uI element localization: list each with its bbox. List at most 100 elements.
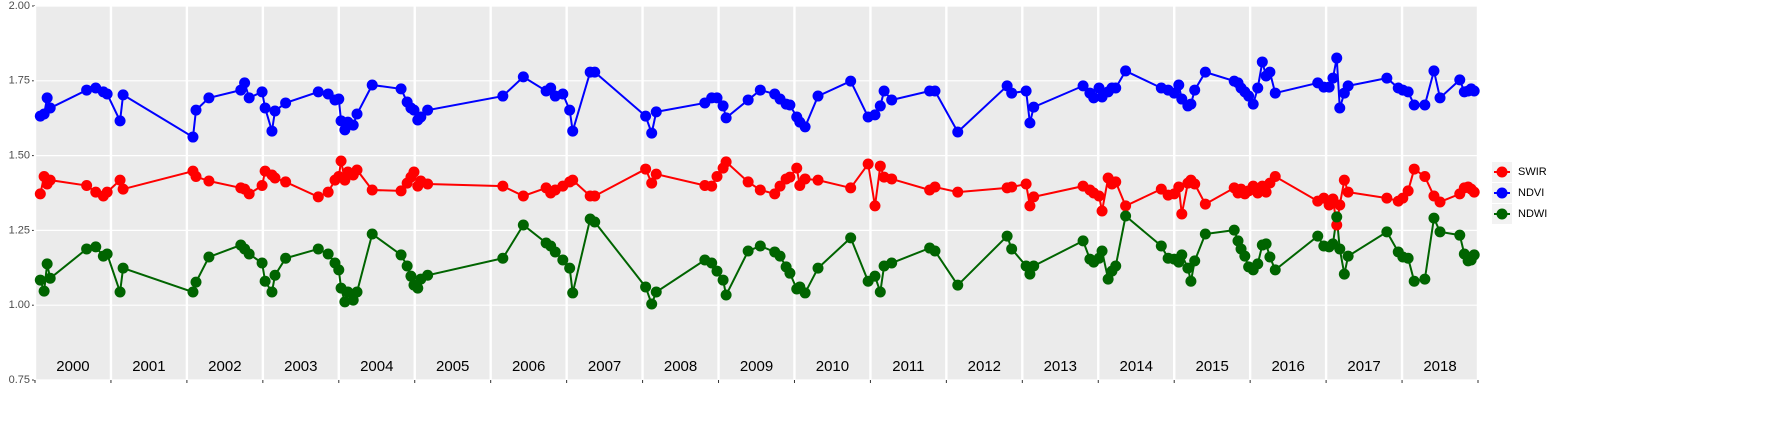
data-point bbox=[742, 176, 754, 188]
data-point bbox=[589, 216, 601, 228]
data-point bbox=[517, 71, 529, 83]
data-point bbox=[1381, 192, 1393, 204]
legend-label: NDWI bbox=[1518, 208, 1547, 220]
data-point bbox=[351, 164, 363, 176]
data-point bbox=[266, 125, 278, 137]
data-point bbox=[845, 75, 857, 87]
data-point bbox=[203, 175, 215, 187]
data-point bbox=[1334, 243, 1346, 255]
data-point bbox=[408, 166, 420, 178]
data-point bbox=[1260, 186, 1272, 198]
data-point bbox=[1323, 81, 1335, 93]
data-point bbox=[717, 274, 729, 286]
data-point bbox=[1173, 181, 1185, 193]
data-point bbox=[1176, 249, 1188, 261]
data-point bbox=[335, 155, 347, 167]
data-point bbox=[1228, 224, 1240, 236]
data-point bbox=[929, 245, 941, 257]
data-point bbox=[243, 248, 255, 260]
data-point bbox=[269, 105, 281, 117]
data-point bbox=[256, 86, 268, 98]
data-point bbox=[1020, 85, 1032, 97]
data-point bbox=[114, 286, 126, 298]
data-point bbox=[545, 82, 557, 94]
data-point bbox=[874, 286, 886, 298]
data-point bbox=[269, 269, 281, 281]
data-point bbox=[1334, 102, 1346, 114]
data-point bbox=[101, 248, 113, 260]
data-point bbox=[366, 228, 378, 240]
data-point bbox=[259, 275, 271, 287]
data-point bbox=[1182, 262, 1194, 274]
data-point bbox=[81, 84, 93, 96]
data-point bbox=[401, 260, 413, 272]
data-point bbox=[1342, 186, 1354, 198]
data-point bbox=[351, 286, 363, 298]
data-point bbox=[791, 162, 803, 174]
data-point bbox=[1093, 190, 1105, 202]
x-tick-label: 2004 bbox=[360, 358, 393, 375]
data-point bbox=[203, 92, 215, 104]
data-point bbox=[784, 171, 796, 183]
data-point bbox=[1252, 258, 1264, 270]
data-point bbox=[1199, 198, 1211, 210]
y-tick-label: 1.75 bbox=[9, 75, 30, 87]
data-point bbox=[256, 257, 268, 269]
data-point bbox=[557, 88, 569, 100]
data-point bbox=[874, 100, 886, 112]
x-tick-label: 2014 bbox=[1120, 358, 1153, 375]
legend-label: SWIR bbox=[1518, 166, 1547, 178]
data-point bbox=[117, 89, 129, 101]
y-tick-label: 1.00 bbox=[9, 299, 30, 311]
data-point bbox=[1006, 87, 1018, 99]
data-point bbox=[720, 112, 732, 124]
data-point bbox=[1110, 82, 1122, 94]
data-point bbox=[589, 190, 601, 202]
data-point bbox=[886, 94, 898, 106]
x-tick-label: 2016 bbox=[1271, 358, 1304, 375]
data-point bbox=[117, 183, 129, 195]
data-point bbox=[517, 219, 529, 231]
data-point bbox=[405, 270, 417, 282]
data-point bbox=[1189, 84, 1201, 96]
data-point bbox=[1342, 80, 1354, 92]
data-point bbox=[1120, 210, 1132, 222]
data-point bbox=[422, 178, 434, 190]
data-point bbox=[640, 281, 652, 293]
data-point bbox=[187, 131, 199, 143]
data-point bbox=[395, 185, 407, 197]
data-point bbox=[1028, 260, 1040, 272]
data-point bbox=[774, 250, 786, 262]
data-point bbox=[1338, 174, 1350, 186]
data-point bbox=[878, 85, 890, 97]
data-point bbox=[720, 156, 732, 168]
data-point bbox=[190, 104, 202, 116]
data-point bbox=[1173, 79, 1185, 91]
data-point bbox=[41, 258, 53, 270]
data-point bbox=[650, 286, 662, 298]
data-point bbox=[1185, 98, 1197, 110]
data-point bbox=[81, 243, 93, 255]
data-point bbox=[1168, 87, 1180, 99]
data-point bbox=[769, 188, 781, 200]
x-tick-label: 2007 bbox=[588, 358, 621, 375]
x-tick-label: 2001 bbox=[132, 358, 165, 375]
data-point bbox=[422, 269, 434, 281]
data-point bbox=[117, 262, 129, 274]
data-point bbox=[549, 246, 561, 258]
x-tick-label: 2009 bbox=[740, 358, 773, 375]
data-point bbox=[1468, 186, 1480, 198]
data-point bbox=[1260, 238, 1272, 250]
data-point bbox=[1185, 275, 1197, 287]
data-point bbox=[312, 191, 324, 203]
x-tick-label: 2008 bbox=[664, 358, 697, 375]
data-point bbox=[1199, 228, 1211, 240]
data-point bbox=[243, 188, 255, 200]
data-point bbox=[1120, 65, 1132, 77]
data-point bbox=[564, 104, 576, 116]
data-point bbox=[44, 174, 56, 186]
data-point bbox=[784, 267, 796, 279]
data-point bbox=[774, 180, 786, 192]
data-point bbox=[1176, 208, 1188, 220]
